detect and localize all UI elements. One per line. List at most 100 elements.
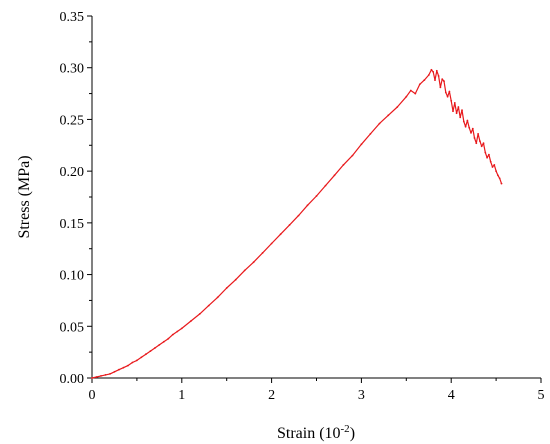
data-point [455,112,458,115]
data-point [471,127,474,130]
x-tick-label: 3 [358,388,365,403]
data-point [479,140,481,143]
data-point [243,269,246,272]
data-point [427,74,430,76]
data-point [387,114,390,117]
data-point [493,164,496,166]
data-point [131,361,134,364]
data-point [189,320,192,322]
y-tick-label: 0.20 [60,165,85,180]
data-point [464,125,467,128]
data-point [297,214,300,217]
data-point [154,347,156,349]
data-point [122,366,125,369]
data-point [91,377,93,379]
data-point [342,164,345,166]
data-point [418,83,421,86]
data-point [270,242,273,245]
data-point [486,156,488,159]
data-point [437,75,440,77]
data-point [470,132,472,134]
data-point [396,106,399,108]
data-point [109,373,111,375]
data-point [176,330,179,333]
data-point [495,170,497,173]
data-point [423,79,426,81]
data-point [180,327,183,330]
data-point [488,153,490,156]
data-point [324,184,327,187]
data-point [498,177,501,180]
data-point [95,376,98,378]
y-tick-label: 0.05 [60,320,85,335]
data-point [171,333,174,336]
data-point [315,195,318,197]
data-point [234,278,237,281]
y-tick-label: 0.10 [60,269,85,284]
data-point [252,261,255,264]
data-point [459,116,462,119]
data-point [446,95,449,98]
y-tick-label: 0.30 [60,62,85,77]
data-point [475,142,478,145]
data-point [434,79,436,81]
data-point [136,359,138,362]
x-tick-label: 5 [538,388,545,403]
data-point [484,151,487,154]
x-tick-label: 0 [89,388,96,403]
data-point [482,142,485,145]
y-tick-label: 0.25 [60,113,85,128]
data-point [113,370,116,373]
data-point [457,106,460,108]
data-point [158,344,161,346]
data-point [443,80,445,83]
y-tick-label: 0.35 [60,10,85,25]
data-point [452,110,454,113]
y-tick-label: 0.00 [60,372,85,387]
data-point [489,160,492,163]
data-point [104,374,107,376]
data-point [118,368,120,371]
data-point [127,364,129,367]
x-tick-label: 4 [448,388,455,403]
x-tick-label: 2 [268,388,275,403]
x-axis-title-superscript: -2 [341,423,350,435]
data-point [450,99,453,102]
data-point [333,174,336,177]
data-point [198,313,201,315]
data-point [369,133,372,135]
data-point [439,86,442,89]
data-point [497,174,499,177]
data-point [288,224,291,226]
data-point [378,122,381,125]
data-point [441,78,444,80]
data-point [453,102,456,104]
data-point [477,133,479,135]
series-line [91,69,503,379]
x-axis-title: Strain (10-2) [277,423,355,442]
data-point [216,296,219,299]
data-point [414,92,417,95]
data-point [491,166,494,168]
data-point [473,137,476,139]
data-point [207,304,210,307]
data-point [500,182,503,185]
data-point [466,119,469,122]
data-point [462,120,465,123]
data-point [149,350,152,352]
data-point [261,252,264,254]
data-point [468,126,471,129]
y-tick-label: 0.15 [60,217,85,232]
y-axis-title: Stress (MPa) [16,155,33,238]
data-point [430,68,433,71]
data-point [405,95,408,98]
data-point [306,204,309,207]
data-point [100,375,102,377]
axes: 0 1 2 3 4 5 0.00 0.05 0.10 0.15 0.20 0.25 0.30 0.35 [60,10,545,403]
data-point [432,71,435,73]
data-point [162,340,165,343]
data-point [444,91,447,94]
data-point [360,143,363,146]
data-point [145,353,147,356]
data-point [140,356,143,359]
